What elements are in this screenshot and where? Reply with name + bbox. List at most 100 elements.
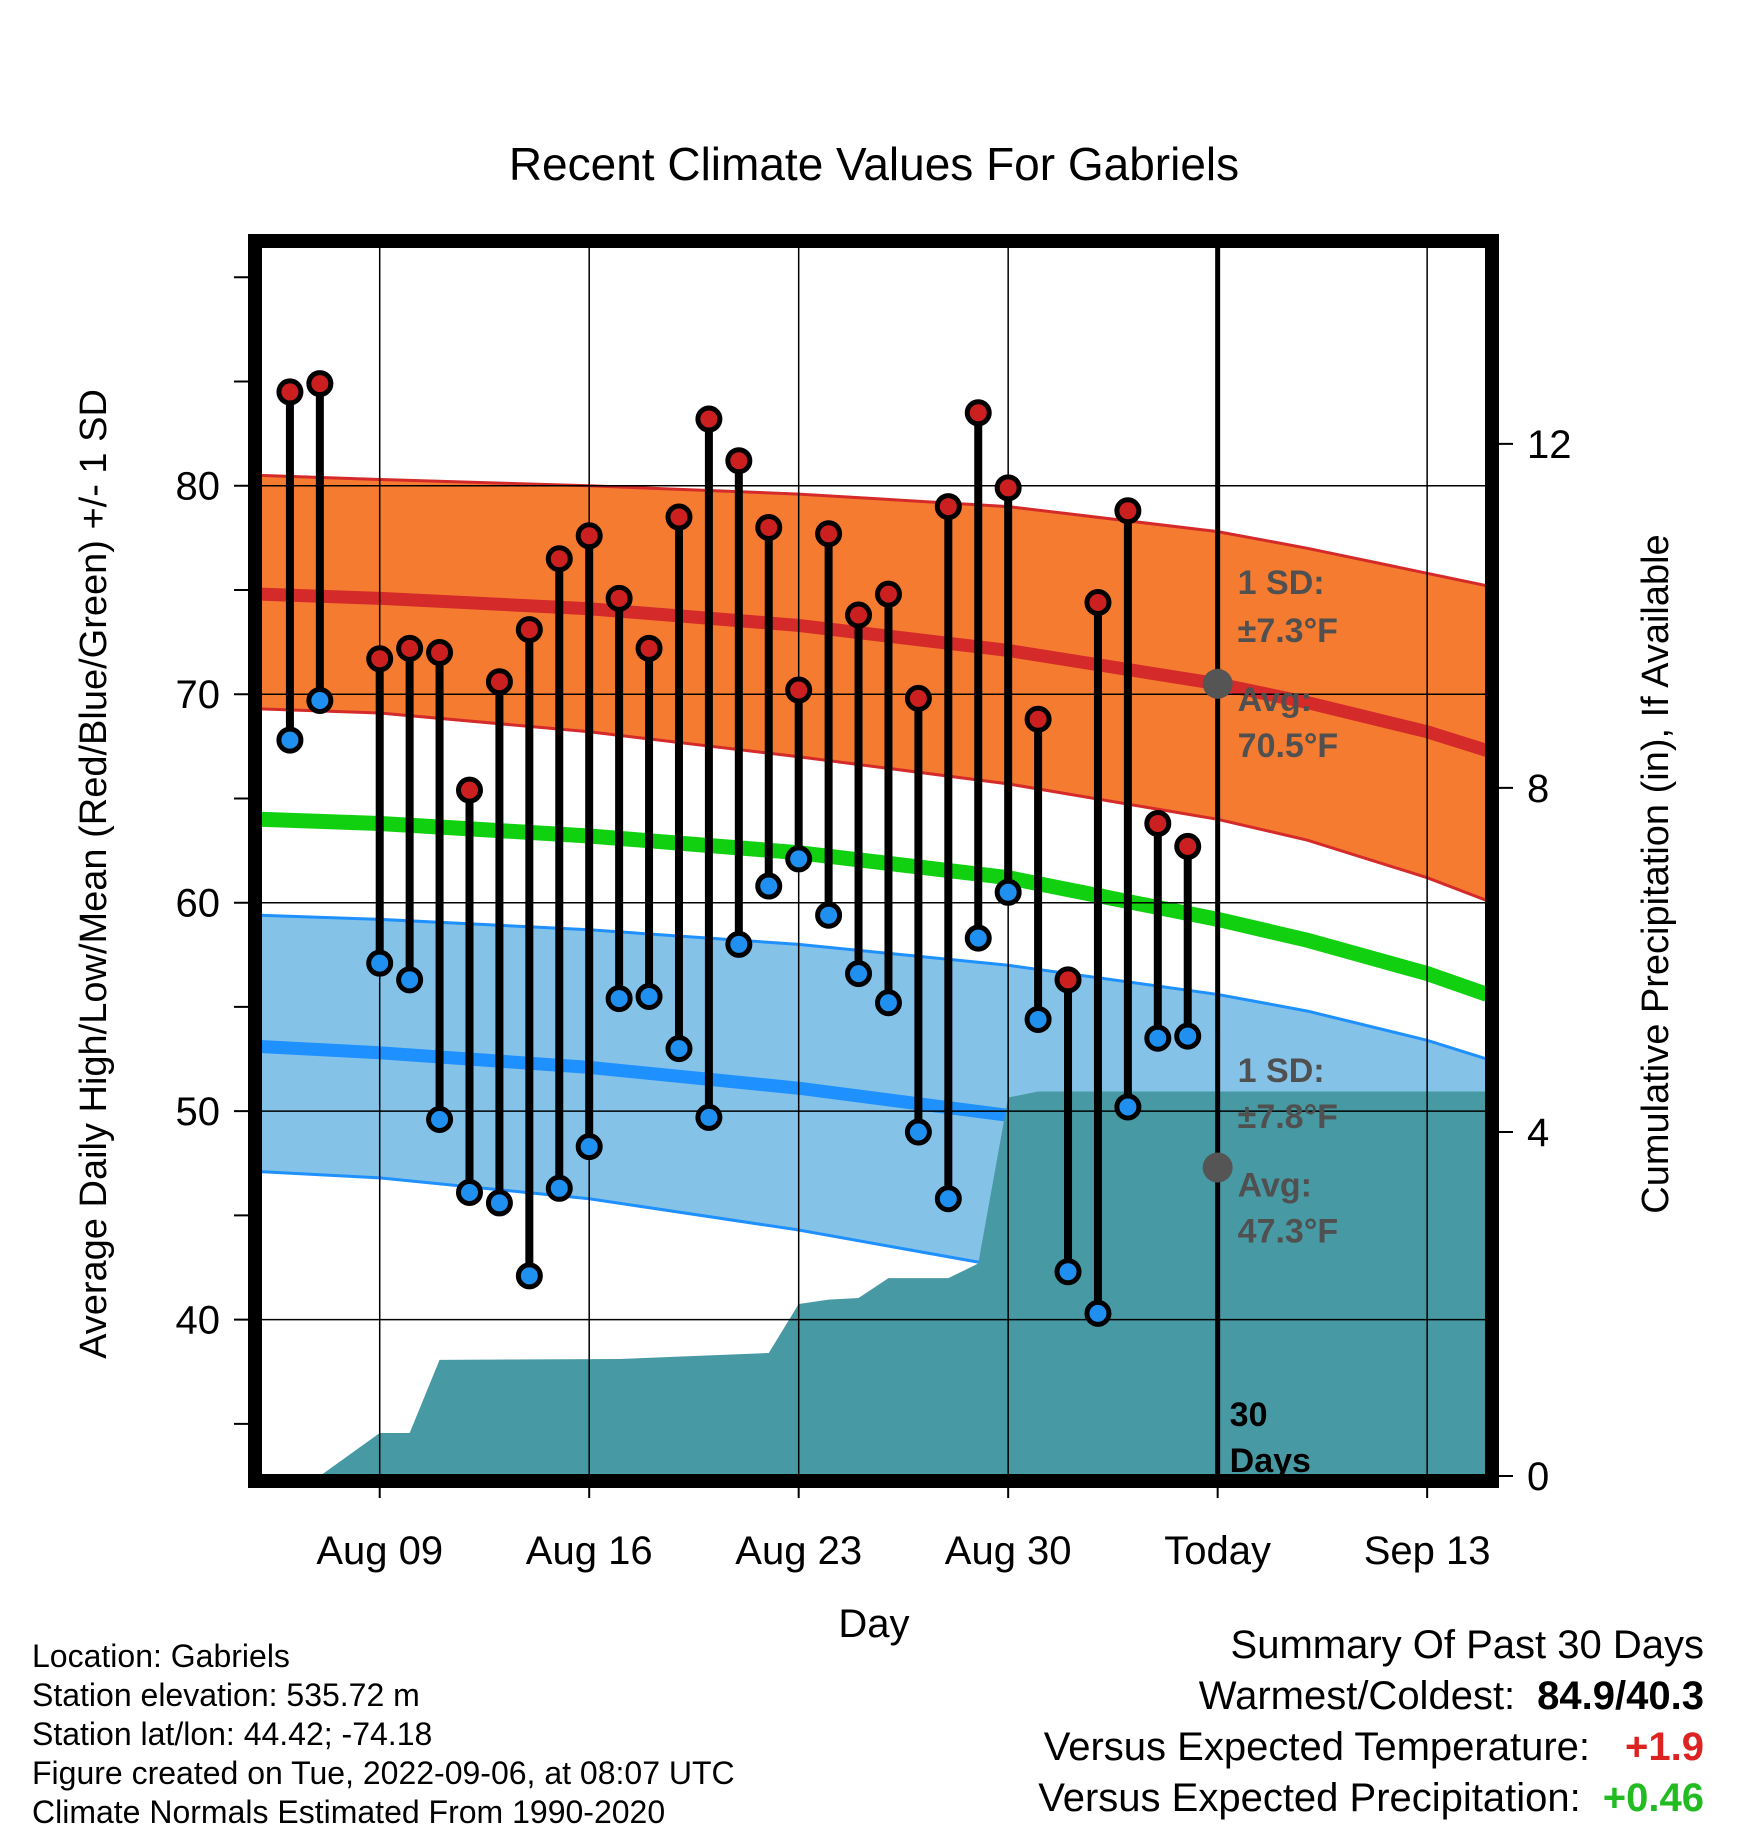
temp-anomaly-label: Versus Expected Temperature: [1043,1725,1590,1769]
x-tick-label: Aug 23 [735,1529,862,1573]
obs-high-point [396,634,424,662]
obs-low-point [845,960,873,988]
today-high-avg-marker [1202,668,1233,699]
obs-low-point [695,1103,723,1131]
obs-low-point [396,966,424,994]
obs-high-point [845,601,873,629]
plot-frame [248,234,1499,1488]
obs-high-point [485,668,513,696]
obs-high-point [874,580,902,608]
y2-axis-label: Cumulative Precipitation (in), If Availa… [1635,534,1677,1213]
y-tick-label: 80 [176,465,221,509]
plot-area: 1 SD: ±7.3°F Avg: 70.5°F 1 SD: ±7.8°F Avg: 47.3… [176,234,1572,1573]
obs-low-point [426,1106,454,1134]
y-tick-label: 60 [176,882,221,926]
temp-anomaly-row: Versus Expected Temperature: +1.9 [1038,1722,1704,1773]
x-axis-label: Day [838,1602,909,1646]
obs-high-point [545,545,573,573]
obs-high-point [1114,497,1142,525]
obs-low-point [1084,1299,1112,1327]
warmest-coldest-label: Warmest/Coldest: [1198,1674,1516,1718]
low-sd-value: ±7.8°F [1238,1098,1338,1136]
y-tick-label: 50 [176,1090,221,1134]
location-text: Location: Gabriels [32,1638,290,1674]
obs-high-point [695,405,723,433]
obs-low-point [575,1133,603,1161]
y2-tick-label: 4 [1527,1111,1549,1155]
window-label-unit: Days [1230,1442,1311,1480]
x-tick-label: Today [1164,1529,1271,1573]
obs-high-point [306,370,334,398]
y-axis-label: Average Daily High/Low/Mean (Red/Blue/Gr… [73,389,115,1359]
obs-low-point [785,845,813,873]
obs-high-point [1174,832,1202,860]
low-avg-label: Avg: [1238,1167,1312,1205]
obs-high-point [276,378,304,406]
obs-low-point [605,985,633,1013]
obs-low-point [964,924,992,952]
obs-low-point [515,1262,543,1290]
obs-high-point [665,503,693,531]
obs-high-point [785,676,813,704]
x-tick-label: Sep 13 [1364,1529,1491,1573]
elevation-text: Station elevation: 535.72 m [32,1677,420,1713]
x-tick-label: Aug 09 [316,1529,443,1573]
obs-high-point [575,522,603,550]
obs-high-point [815,520,843,548]
obs-high-point [725,447,753,475]
warmest-coldest-value: 84.9/40.3 [1537,1674,1704,1718]
obs-low-point [1144,1024,1172,1052]
obs-low-point [545,1174,573,1202]
y2-tick-label: 0 [1527,1455,1549,1499]
obs-low-point [994,878,1022,906]
obs-low-point [725,930,753,958]
precip-anomaly-value: +0.46 [1602,1776,1704,1820]
obs-low-point [276,726,304,754]
obs-high-point [994,474,1022,502]
high-normal-band [260,475,1487,901]
obs-low-point [366,949,394,977]
station-info: Location: Gabriels Station elevation: 53… [32,1637,735,1832]
latlon-text: Station lat/lon: 44.42; -74.18 [32,1716,433,1752]
obs-high-point [605,584,633,612]
high-sd-label: 1 SD: [1238,564,1325,602]
obs-high-point [755,513,783,541]
obs-high-point [515,616,543,644]
precip-anomaly-row: Versus Expected Precipitation: +0.46 [1038,1773,1704,1824]
precipitation-area [319,1091,1487,1476]
y-tick-label: 70 [176,673,221,717]
obs-low-point [755,872,783,900]
obs-low-point [904,1118,932,1146]
obs-high-point [635,634,663,662]
obs-low-point [1024,1005,1052,1033]
low-sd-label: 1 SD: [1238,1052,1325,1090]
chart-title: Recent Climate Values For Gabriels [509,138,1239,190]
obs-high-point [1054,966,1082,994]
obs-high-point [1144,809,1172,837]
y2-tick-label: 12 [1527,423,1572,467]
high-avg-label: Avg: [1238,681,1312,719]
obs-high-point [1024,705,1052,733]
obs-high-point [455,776,483,804]
summary-panel: Summary Of Past 30 Days Warmest/Coldest:… [1038,1620,1704,1824]
obs-low-point [635,983,663,1011]
today-low-avg-marker [1202,1152,1233,1183]
warmest-coldest-row: Warmest/Coldest: 84.9/40.3 [1038,1671,1704,1722]
obs-high-point [934,493,962,521]
y2-tick-label: 8 [1527,767,1549,811]
created-text: Figure created on Tue, 2022-09-06, at 08… [32,1755,735,1791]
low-avg-value: 47.3°F [1238,1213,1339,1251]
obs-low-point [1114,1093,1142,1121]
obs-low-point [934,1185,962,1213]
obs-low-point [455,1178,483,1206]
precip-anomaly-label: Versus Expected Precipitation: [1038,1776,1581,1820]
obs-high-point [964,399,992,427]
obs-high-point [1084,588,1112,616]
summary-title: Summary Of Past 30 Days [1230,1623,1704,1667]
high-avg-value: 70.5°F [1238,727,1339,765]
obs-low-point [1174,1022,1202,1050]
obs-low-point [1054,1258,1082,1286]
obs-low-point [815,901,843,929]
obs-low-point [874,989,902,1017]
